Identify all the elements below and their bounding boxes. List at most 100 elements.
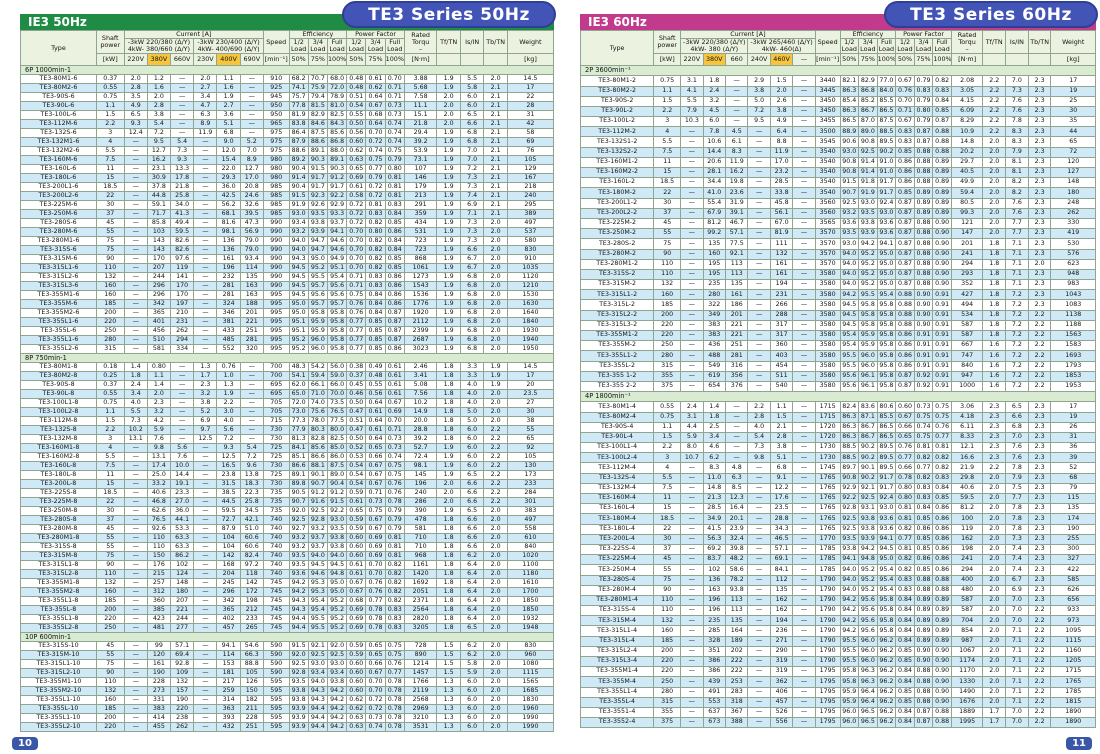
value-cell: 211 — [239, 704, 264, 715]
value-cell: 251 — [239, 326, 264, 337]
value-cell: 148 — [1050, 177, 1096, 189]
value-cell: 2.8 — [747, 411, 771, 423]
value-cell: 55 — [95, 227, 125, 238]
value-cell: 37 — [653, 207, 682, 219]
type-cell: TE3-225M-8 — [20, 497, 97, 508]
value-cell: 11 — [95, 164, 125, 175]
value-cell: 595 — [262, 677, 290, 688]
value-cell: 93.2 — [288, 533, 309, 544]
value-cell: 3023 — [403, 344, 438, 355]
value-cell: 97.2 — [239, 560, 264, 571]
value-cell: 162 — [769, 594, 794, 607]
value-cell: 244 — [146, 272, 172, 283]
value-cell: 0.86 — [384, 299, 405, 310]
value-cell: 15 — [95, 479, 125, 490]
value-cell: 0.78 — [384, 695, 405, 706]
value-cell: 1.6 — [982, 350, 1007, 362]
value-cell: 2.2 — [483, 488, 508, 499]
value-cell: 386 — [702, 666, 726, 678]
value-cell: 21.9 — [950, 462, 984, 474]
value-cell: 3540 — [814, 177, 841, 189]
value-cell: — — [123, 317, 148, 328]
value-cell: 2.3 — [1027, 207, 1052, 219]
value-cell: 933 — [1050, 605, 1096, 617]
value-cell: 1785 — [814, 554, 841, 566]
value-cell: 60.6 — [239, 542, 264, 553]
value-cell: 6.0 — [459, 677, 485, 688]
value-cell: 77.9 — [288, 425, 309, 436]
value-cell: 89.5 — [876, 452, 897, 464]
table-row: TE3-280M-2 90—160 92.1—132—3570 94.0 95.2 95.… — [579, 248, 1096, 260]
value-cell: 84.1 — [769, 564, 794, 576]
value-cell: 0.87 — [895, 279, 915, 291]
value-cell: — — [193, 344, 218, 355]
value-cell: 1214 — [403, 659, 438, 670]
value-cell: 587 — [950, 594, 984, 607]
value-cell: 188 — [239, 299, 264, 310]
value-cell: 1.7 — [982, 717, 1007, 729]
value-cell: 22 — [95, 497, 125, 508]
value-cell: 0.86 — [932, 564, 952, 576]
value-cell: 2.3 — [1027, 564, 1052, 576]
value-cell: 432 — [216, 722, 241, 733]
header-cell: Shaft power — [653, 29, 682, 55]
value-cell: 29.8 — [950, 472, 984, 484]
value-cell: — — [680, 299, 704, 311]
value-cell: 2.0 — [982, 228, 1007, 240]
value-cell: 0.86 — [932, 523, 952, 535]
value-cell: 0.87 — [384, 317, 405, 328]
value-cell: 1.8 — [702, 75, 726, 87]
value-cell: 985 — [262, 209, 290, 220]
value-cell: — — [747, 360, 771, 372]
value-cell: 0.71 — [365, 488, 386, 499]
value-cell: 76.5 — [326, 407, 348, 418]
value-cell: 103 — [146, 227, 172, 238]
value-cell: 95.1 — [288, 317, 309, 328]
value-cell: 2.2 — [1027, 350, 1052, 362]
value-cell: — — [747, 635, 771, 647]
type-cell: TE3-315L2-4 — [579, 645, 655, 658]
value-cell: 2.2 — [483, 443, 508, 454]
value-cell: 830 — [506, 245, 555, 256]
value-cell: — — [680, 615, 704, 627]
value-cell: 7.2 — [1005, 309, 1029, 321]
value-cell: 985 — [262, 182, 290, 193]
value-cell: 1.8 — [436, 596, 461, 607]
value-cell: 3450 — [814, 105, 841, 118]
value-cell: 1676 — [950, 696, 984, 708]
value-cell: 217 — [216, 677, 241, 688]
value-cell: 94.2 — [839, 289, 860, 301]
value-cell: 71.0 — [307, 389, 328, 400]
type-cell: TE3-132S2-2 — [579, 146, 655, 158]
value-cell: 94.2 — [326, 713, 348, 724]
value-cell: 1790 — [814, 635, 841, 647]
table-row: TE3-355 1-2 355—619 356—511—3580 95.6 96.1 95… — [579, 370, 1096, 382]
value-cell: 0.90 — [913, 309, 934, 321]
value-cell: — — [123, 542, 148, 553]
value-cell: 1.9 — [436, 191, 461, 202]
value-cell: — — [792, 156, 816, 169]
value-cell: 995 — [262, 344, 290, 355]
value-cell: 86.3 — [839, 105, 860, 118]
table-row: TE3-132S2-2 7.5—14.4 8.3—11.9—3540 93.0 92.5… — [579, 146, 1096, 158]
value-cell: 1610 — [506, 578, 555, 589]
value-cell: 2.2 — [1027, 319, 1052, 332]
value-cell: 45 — [95, 218, 125, 229]
value-cell: 0.46 — [346, 389, 367, 400]
header-cell: Tf/TN — [436, 29, 461, 55]
value-cell: — — [123, 272, 148, 283]
value-cell: — — [193, 686, 218, 697]
type-cell: TE3-90L-8 — [20, 389, 97, 400]
value-cell: — — [170, 110, 195, 121]
value-cell: 94.2 — [288, 587, 309, 598]
value-cell: 1730 — [814, 442, 841, 454]
value-cell: 92.5 — [326, 650, 348, 661]
value-cell: 88.0 — [326, 146, 348, 157]
value-cell: 4.0 — [459, 389, 485, 400]
value-cell: 0.85 — [895, 187, 915, 199]
value-cell: 7.3 — [459, 218, 485, 229]
value-cell: 110 — [653, 258, 682, 270]
value-cell: 419 — [1050, 228, 1096, 240]
value-cell: 93.9 — [288, 722, 309, 733]
value-cell: 2.2 — [483, 461, 508, 472]
